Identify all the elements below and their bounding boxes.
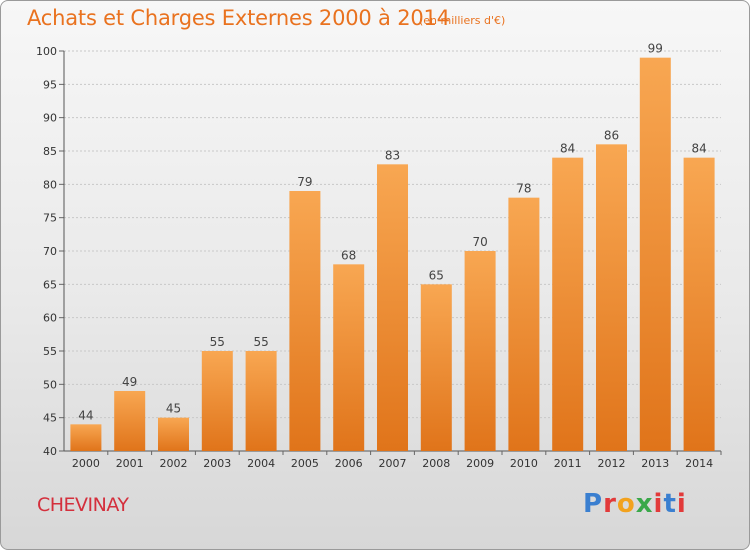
x-tick-label: 2012 (598, 457, 626, 470)
bar (683, 157, 715, 451)
y-tick-label: 65 (43, 278, 57, 291)
y-tick-label: 100 (36, 45, 57, 58)
x-tick-label: 2006 (335, 457, 363, 470)
bar (377, 164, 408, 452)
bar-value-label: 78 (516, 182, 531, 196)
bar-value-label: 49 (122, 375, 137, 389)
logo-letter: i (653, 489, 664, 519)
bar-value-label: 55 (210, 335, 225, 349)
y-tick-label: 50 (43, 378, 57, 391)
chart-title: Achats et Charges Externes 2000 à 2014 (27, 6, 450, 30)
y-tick-label: 60 (43, 312, 57, 325)
bar (420, 284, 452, 451)
logo-letter: o (616, 489, 636, 519)
y-tick-label: 45 (43, 412, 57, 425)
x-tick-label: 2009 (466, 457, 494, 470)
y-tick-label: 55 (43, 345, 57, 358)
bar (201, 351, 233, 451)
y-tick-label: 90 (43, 112, 57, 125)
bar (289, 191, 321, 451)
x-tick-label: 2002 (160, 457, 188, 470)
x-tick-label: 2007 (379, 457, 407, 470)
bar-value-label: 83 (385, 148, 400, 162)
bar-value-label: 84 (560, 142, 575, 156)
bars (70, 57, 715, 452)
logo-letter: P (583, 489, 604, 519)
bar-value-label: 68 (341, 248, 356, 262)
logo-letter: r (603, 489, 617, 519)
x-tick-label: 2004 (247, 457, 275, 470)
bar-value-label: 44 (78, 408, 93, 422)
y-tick-label: 95 (43, 78, 57, 91)
x-tick-label: 2005 (291, 457, 319, 470)
commune-name: CHEVINAY (37, 494, 129, 516)
chart-subtitle: (en milliers d'€) (419, 14, 506, 27)
y-tick-label: 40 (43, 445, 57, 458)
bar-value-label: 45 (166, 402, 181, 416)
proxiti-logo[interactable]: Proxiti (583, 489, 687, 519)
logo-letter: x (635, 489, 654, 519)
bar (114, 391, 146, 451)
bar (158, 417, 189, 451)
bar (70, 424, 102, 451)
x-tick-label: 2014 (685, 457, 713, 470)
bar (596, 144, 627, 452)
tick-labels: 40 45 50 55 60 65 70 75 80 85 90 95 100 2000 2001 2002 2… (36, 45, 713, 470)
bar (508, 197, 540, 451)
bar-value-label: 55 (253, 335, 268, 349)
bar-value-label: 86 (604, 128, 619, 142)
bar-value-label: 99 (648, 42, 663, 56)
x-tick-label: 2000 (72, 457, 100, 470)
logo-letter: t (663, 489, 677, 519)
x-tick-label: 2011 (554, 457, 582, 470)
y-tick-label: 70 (43, 245, 57, 258)
bar (552, 157, 584, 451)
bar (333, 264, 365, 451)
x-tick-label: 2003 (203, 457, 231, 470)
x-tick-label: 2013 (641, 457, 669, 470)
bar-value-label: 70 (472, 235, 487, 249)
bar (639, 57, 671, 452)
bar-value-label: 84 (691, 142, 706, 156)
x-tick-label: 2010 (510, 457, 538, 470)
bar-value-label: 79 (297, 175, 312, 189)
y-tick-label: 75 (43, 212, 57, 225)
bar-value-label: 65 (429, 268, 444, 282)
y-tick-label: 80 (43, 178, 57, 191)
data-labels: 44 49 45 55 55 79 68 83 65 70 78 84 86 99 84 (78, 42, 706, 423)
x-tick-label: 2001 (116, 457, 144, 470)
logo-letter: i (676, 489, 687, 519)
x-tick-label: 2008 (422, 457, 450, 470)
bar (245, 351, 277, 451)
y-tick-label: 85 (43, 145, 57, 158)
bar (464, 251, 496, 451)
